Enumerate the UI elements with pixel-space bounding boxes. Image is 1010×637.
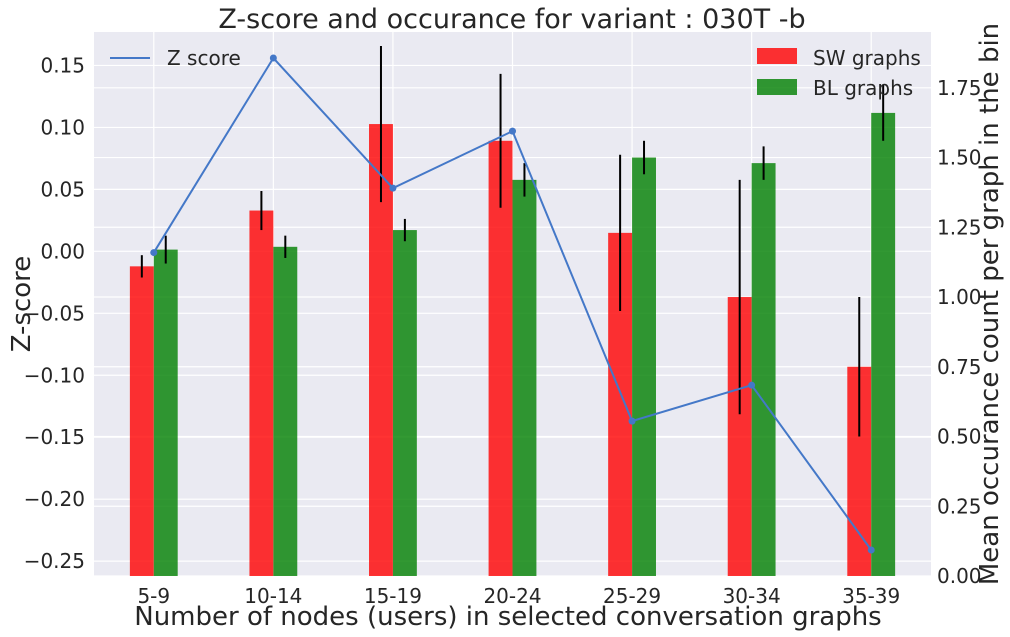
bl-bar [512,179,537,576]
y-tick-label-right: 1.50 [937,146,982,170]
x-axis-label: Number of nodes (users) in selected conv… [134,602,881,632]
z-score-point [389,184,397,192]
y-tick-label-right: 1.75 [937,76,982,100]
bl-bar [632,157,656,577]
z-score-point [269,54,277,62]
chart-title: Z-score and occurance for variant : 030T… [218,4,805,35]
z-score-point [748,381,756,389]
y-tick-label-left: −0.25 [24,549,85,573]
x-tick-label: 5-9 [137,584,170,608]
legend-swatch-bl [757,79,797,95]
x-tick-label: 25-29 [603,584,661,608]
y-tick-label-right: 0.25 [937,494,982,518]
y-tick-label-left: −0.10 [24,363,85,387]
error-bars [140,45,885,437]
legend-label-bl: BL graphs [813,76,913,100]
sw-bar [488,140,513,577]
legend-label-sw: SW graphs [813,46,921,70]
z-score-line [150,54,875,554]
legend-swatch-sw [757,48,797,64]
x-tick-label: 30-34 [723,584,781,608]
x-tick-label: 10-14 [244,584,302,608]
y-axis-label-left: Z-score [7,256,37,353]
y-tick-label-right: 0.50 [937,425,982,449]
sw-bar [727,297,752,576]
z-score-point [867,546,875,554]
legend-right: SW graphs BL graphs [757,46,921,100]
y-tick-label-left: 0.05 [40,177,85,201]
y-tick-label-left: 0.10 [40,115,85,139]
y-tick-label-left: −0.05 [24,301,85,325]
ticks: 5-9 10-14 15-19 20-24 25-29 30-34 35-39 −0.25 −0… [24,53,982,608]
y-tick-label-left: 0.15 [40,53,85,77]
z-score-point [628,417,636,425]
bl-bar [392,230,417,577]
y-tick-label-left: −0.20 [24,487,85,511]
z-score-point [509,127,516,135]
y-axis-label-right: Mean occurance count per graph in the bi… [975,23,1005,585]
bl-bar [871,112,896,577]
y-tick-label-left: 0.00 [40,239,85,263]
y-tick-label-right: 0.75 [937,355,982,379]
sw-bar [608,232,633,576]
z-score-point [150,249,158,257]
bars [129,112,896,577]
y-tick-label-right: 0.00 [937,564,982,588]
sw-bar [369,124,393,577]
sw-bar [129,266,154,576]
legend-left: Z score [110,46,241,70]
y-tick-label-right: 1.00 [937,285,982,309]
bl-bar [751,163,776,576]
x-tick-label: 15-19 [364,584,422,608]
legend-label-z-score: Z score [167,46,241,70]
x-tick-label: 35-39 [842,584,900,608]
x-tick-label: 20-24 [483,584,541,608]
bl-bar [273,246,298,577]
bl-bar [153,249,178,576]
sw-bar [249,210,274,577]
y-tick-label-right: 1.25 [937,215,982,239]
y-tick-label-left: −0.15 [24,425,85,449]
